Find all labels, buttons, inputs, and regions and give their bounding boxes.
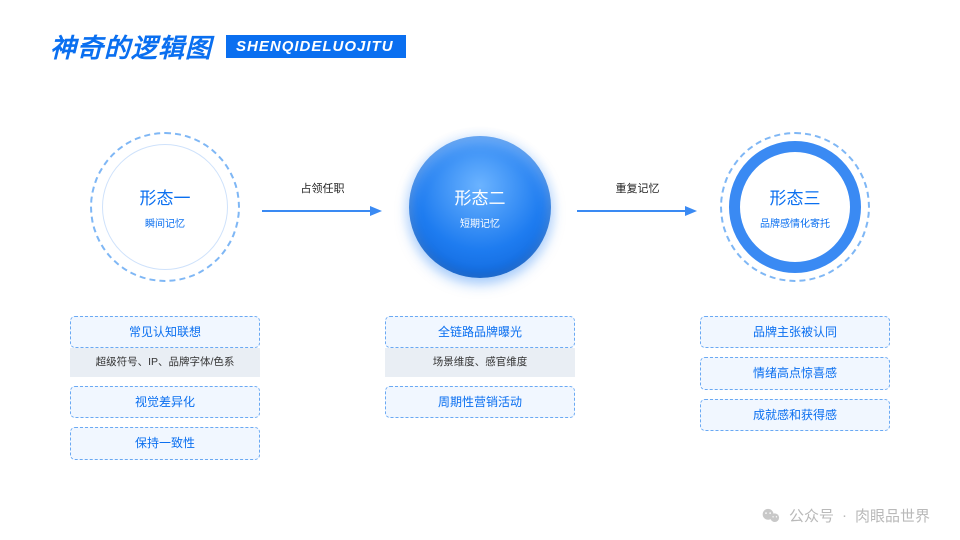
box-dark: 超级符号、IP、品牌字体/色系 (70, 348, 260, 377)
node-col-2: 形态二 短期记忆 全链路品牌曝光 场景维度、感官维度 周期性营销活动 (365, 132, 595, 418)
flow-diagram: 形态一 瞬间记忆 常见认知联想 超级符号、IP、品牌字体/色系 视觉差异化 保持… (0, 132, 960, 460)
node-2-body: 形态二 短期记忆 (409, 136, 551, 278)
box: 全链路品牌曝光 (385, 316, 575, 348)
watermark-prefix: 公众号 (789, 505, 834, 526)
box-dark: 场景维度、感官维度 (385, 348, 575, 377)
node-1-subtitle: 瞬间记忆 (145, 215, 185, 230)
node-1-body: 形态一 瞬间记忆 (102, 144, 228, 270)
arrow-icon (262, 204, 382, 206)
node-3-title: 形态三 (770, 184, 821, 209)
node-1-boxes: 常见认知联想 超级符号、IP、品牌字体/色系 视觉差异化 保持一致性 (70, 316, 260, 460)
page-title: 神奇的逻辑图 (50, 28, 212, 65)
box: 保持一致性 (70, 427, 260, 459)
edge-1-label: 占领任职 (280, 180, 365, 196)
arrow-icon (577, 204, 697, 206)
node-col-1: 形态一 瞬间记忆 常见认知联想 超级符号、IP、品牌字体/色系 视觉差异化 保持… (50, 132, 280, 460)
box: 常见认知联想 (70, 316, 260, 348)
node-col-3: 形态三 品牌感情化寄托 品牌主张被认同 情绪高点惊喜感 成就感和获得感 (680, 132, 910, 431)
wechat-icon (761, 506, 781, 526)
box: 情绪高点惊喜感 (700, 357, 890, 389)
node-2-title: 形态二 (455, 184, 506, 209)
box: 周期性营销活动 (385, 386, 575, 418)
box: 成就感和获得感 (700, 399, 890, 431)
node-3-boxes: 品牌主张被认同 情绪高点惊喜感 成就感和获得感 (700, 316, 890, 431)
node-2: 形态二 短期记忆 (405, 132, 555, 282)
node-3-subtitle: 品牌感情化寄托 (760, 215, 830, 230)
watermark-sep: · (842, 507, 847, 524)
edge-2-label: 重复记忆 (595, 180, 680, 196)
node-1: 形态一 瞬间记忆 (90, 132, 240, 282)
edge-2: 重复记忆 (595, 132, 680, 282)
box: 品牌主张被认同 (700, 316, 890, 348)
node-3: 形态三 品牌感情化寄托 (720, 132, 870, 282)
page-subtitle: SHENQIDELUOJITU (226, 35, 406, 58)
node-2-subtitle: 短期记忆 (460, 215, 500, 230)
node-1-title: 形态一 (140, 184, 191, 209)
edge-1: 占领任职 (280, 132, 365, 282)
node-2-boxes: 全链路品牌曝光 场景维度、感官维度 周期性营销活动 (385, 316, 575, 418)
header: 神奇的逻辑图 SHENQIDELUOJITU (50, 28, 406, 65)
watermark: 公众号 · 肉眼品世界 (761, 505, 930, 526)
watermark-name: 肉眼品世界 (855, 505, 930, 526)
box: 视觉差异化 (70, 386, 260, 418)
